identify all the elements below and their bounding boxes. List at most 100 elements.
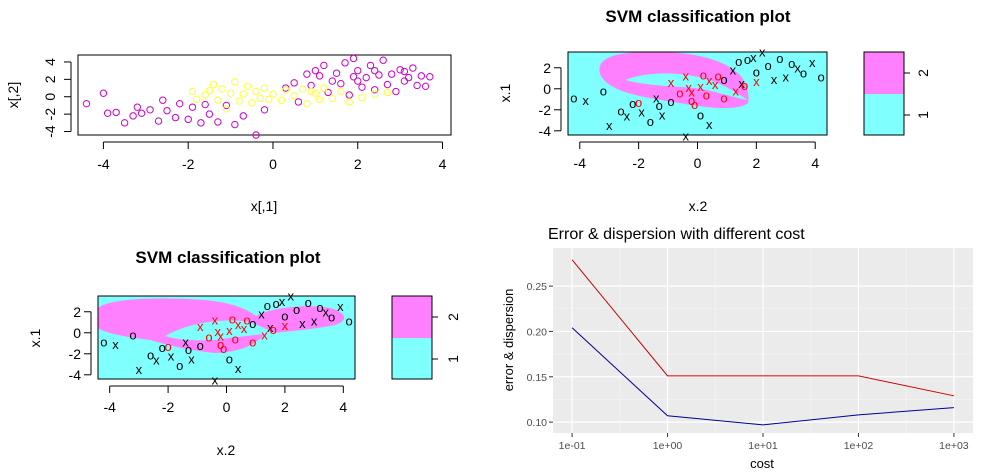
point-class-1 — [205, 110, 214, 118]
x-axis-label: x.2 — [689, 198, 708, 214]
plot-frame — [77, 54, 452, 136]
data-point: x — [299, 316, 306, 331]
scatter-points — [82, 54, 434, 139]
point-class-1 — [379, 56, 387, 64]
legend-frame — [391, 295, 433, 380]
class-1-band — [625, 73, 748, 100]
point-class-1 — [184, 115, 192, 124]
support-vector-point: o — [703, 88, 710, 103]
point-class-2 — [192, 95, 201, 104]
point-class-2 — [239, 90, 248, 98]
x-tick-label: 1e+00 — [653, 440, 683, 452]
point-class-2 — [265, 95, 273, 104]
point-class-1 — [222, 101, 231, 110]
x-tick-label: 4 — [339, 399, 347, 415]
data-point: o — [264, 298, 271, 313]
point-class-2 — [243, 82, 252, 91]
x-axis: -4 -2 0 2 4 — [574, 141, 819, 171]
point-class-1 — [197, 119, 205, 127]
point-class-2 — [214, 96, 222, 104]
point-class-2 — [222, 105, 231, 113]
x-tick-label: -4 — [103, 399, 116, 415]
point-class-1 — [332, 69, 341, 77]
point-class-2 — [269, 90, 277, 98]
point-class-2 — [320, 84, 328, 92]
x-axis: -4 -2 0 2 4 — [97, 141, 447, 172]
scatter-panel: -4 -2 0 2 4 -4 -2 0 2 4 x[,1] x[,2] — [5, 54, 452, 214]
y-tick-label: 2 — [42, 75, 58, 83]
support-vector-point: x — [226, 323, 233, 338]
data-point: o — [185, 342, 192, 357]
point-class-2 — [328, 94, 337, 103]
data-point: x — [188, 352, 195, 367]
point-class-1 — [159, 96, 167, 104]
support-vector-point: o — [688, 93, 695, 108]
data-point: x — [809, 55, 816, 70]
x-tick-label: -2 — [182, 156, 195, 172]
point-class-2 — [209, 80, 218, 89]
point-class-1 — [375, 71, 383, 79]
y-axis-label: x[,2] — [5, 82, 21, 108]
support-vector-point: o — [229, 312, 236, 327]
y-tick-label: 0.25 — [527, 281, 548, 293]
data-point: x — [311, 314, 318, 329]
legend-label-class-1: 1 — [445, 355, 461, 363]
point-class-2 — [218, 85, 226, 93]
data-point: o — [720, 72, 727, 87]
x-tick-label: -4 — [97, 156, 110, 172]
x-axis-label: x[,1] — [251, 198, 277, 214]
point-class-2 — [307, 87, 315, 96]
support-vector-point: o — [270, 322, 277, 337]
y-tick-label: 2 — [73, 304, 81, 320]
point-class-1 — [417, 72, 426, 80]
point-class-1 — [400, 77, 409, 85]
point-class-1 — [396, 66, 404, 74]
data-point: o — [800, 66, 807, 81]
data-point: o — [629, 96, 636, 111]
point-class-1 — [337, 79, 345, 88]
point-class-1 — [231, 120, 239, 129]
legend: 2 1 — [863, 51, 931, 136]
data-point: x — [279, 294, 286, 309]
point-class-1 — [133, 103, 142, 111]
support-vector-point: x — [706, 73, 713, 88]
data-point: o — [617, 103, 624, 118]
data-point: o — [788, 56, 795, 71]
point-class-1 — [341, 59, 349, 67]
point-class-1 — [311, 66, 320, 75]
support-vector-point: x — [282, 318, 289, 333]
y-tick-label: -2 — [539, 102, 552, 118]
data-point: o — [249, 316, 256, 331]
legend-label-class-2: 2 — [915, 69, 931, 77]
data-point: x — [730, 62, 737, 77]
plot-frame — [567, 51, 828, 136]
chart-title: SVM classification plot — [605, 7, 790, 26]
data-point: o — [744, 52, 751, 67]
point-class-2 — [358, 93, 366, 102]
point-class-1 — [163, 106, 171, 115]
data-point: o — [176, 358, 183, 373]
x-tick-label: 2 — [354, 156, 362, 172]
point-class-2 — [252, 87, 260, 96]
data-point: x — [659, 108, 666, 123]
data-point: x — [750, 50, 757, 65]
data-point: o — [293, 302, 300, 317]
data-point: o — [776, 51, 783, 66]
data-point: o — [817, 70, 824, 85]
y-tick-label: -4 — [539, 123, 552, 139]
legend-swatch-class-2 — [392, 296, 432, 338]
data-point: x — [682, 129, 689, 144]
data-point: o — [197, 338, 204, 353]
support-vector-point: x — [753, 74, 760, 89]
x-tick-label: 1e+03 — [939, 440, 969, 452]
data-point: o — [226, 352, 233, 367]
support-vector-point: x — [668, 75, 675, 90]
x-tick-label: 0 — [269, 156, 277, 172]
chart-title: SVM classification plot — [135, 248, 320, 267]
series-line-dispersion — [571, 259, 955, 397]
point-class-1 — [239, 112, 248, 120]
y-tick-label: -2 — [69, 346, 82, 362]
point-class-1 — [409, 64, 417, 72]
